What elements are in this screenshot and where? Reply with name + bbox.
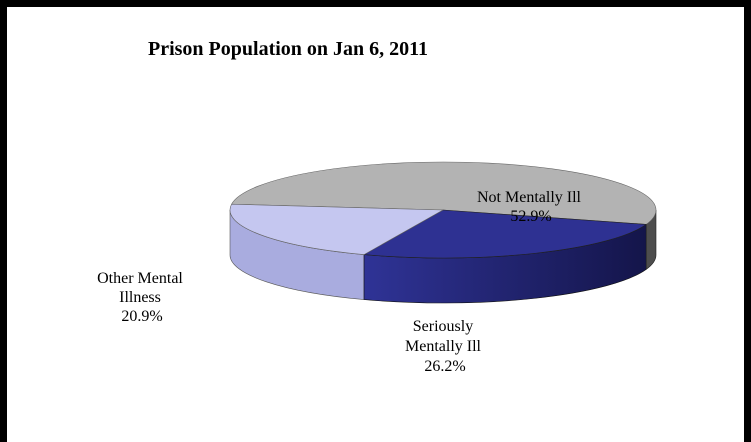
label-not-mentally-ill: Not Mentally Ill 52.9%: [477, 189, 585, 225]
label-seriously-mentally-ill: Seriously Mentally Ill 26.2%: [405, 318, 485, 375]
chart-title: Prison Population on Jan 6, 2011: [148, 38, 429, 60]
pie-slice-other-mental-illness: [229, 203, 445, 255]
label-other-mental-illness: Other Mental Illness 20.9%: [97, 270, 187, 325]
pie-slice-seriously-mentally-ill: [363, 209, 648, 259]
pie-slice-not-mentally-ill: [231, 161, 657, 225]
